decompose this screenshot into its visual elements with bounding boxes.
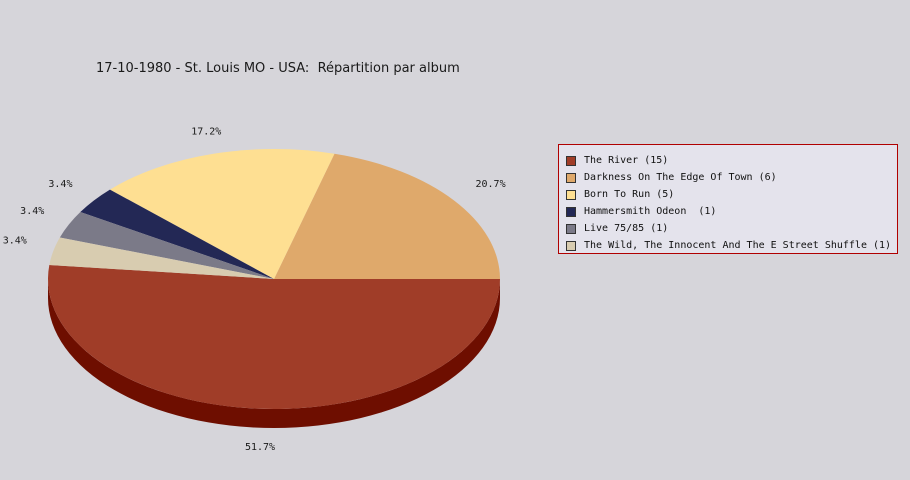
pie-slice <box>274 153 500 279</box>
legend-item: Born To Run (5) <box>559 186 897 203</box>
pie-slice <box>109 149 335 279</box>
legend-label: The Wild, The Innocent And The E Street … <box>584 240 892 251</box>
legend-label: The River (15) <box>584 155 669 166</box>
legend-label: Live 75/85 (1) <box>584 223 669 234</box>
legend-label: Darkness On The Edge Of Town (6) <box>584 172 777 183</box>
legend-swatch <box>566 223 576 234</box>
legend-swatch <box>566 206 576 217</box>
pie-slice <box>48 264 501 409</box>
legend-item: Hammersmith Odeon (1) <box>559 203 897 220</box>
legend: The River (15) Darkness On The Edge Of T… <box>558 144 898 254</box>
legend-label: Hammersmith Odeon (1) <box>584 206 717 217</box>
pie-percent-label: 3.4% <box>20 206 44 217</box>
pie-percent-label: 51.7% <box>245 442 275 453</box>
pie-percent-label: 3.4% <box>48 179 72 190</box>
legend-swatch <box>566 172 576 183</box>
pie-percent-label: 3.4% <box>3 236 27 247</box>
legend-label: Born To Run (5) <box>584 189 675 200</box>
pie-percent-label: 20.7% <box>476 179 506 190</box>
legend-item: Darkness On The Edge Of Town (6) <box>559 169 897 186</box>
legend-item: The River (15) <box>559 152 897 169</box>
legend-swatch <box>566 240 576 251</box>
pie-slice <box>80 189 274 279</box>
chart-title: 17-10-1980 - St. Louis MO - USA: Réparti… <box>96 61 460 76</box>
legend-swatch <box>566 189 576 200</box>
legend-item: Live 75/85 (1) <box>559 220 897 237</box>
legend-item: The Wild, The Innocent And The E Street … <box>559 237 897 254</box>
legend-swatch <box>566 155 576 166</box>
pie-slice <box>49 237 274 279</box>
pie-slice <box>59 211 274 279</box>
pie-percent-label: 17.2% <box>191 127 221 138</box>
